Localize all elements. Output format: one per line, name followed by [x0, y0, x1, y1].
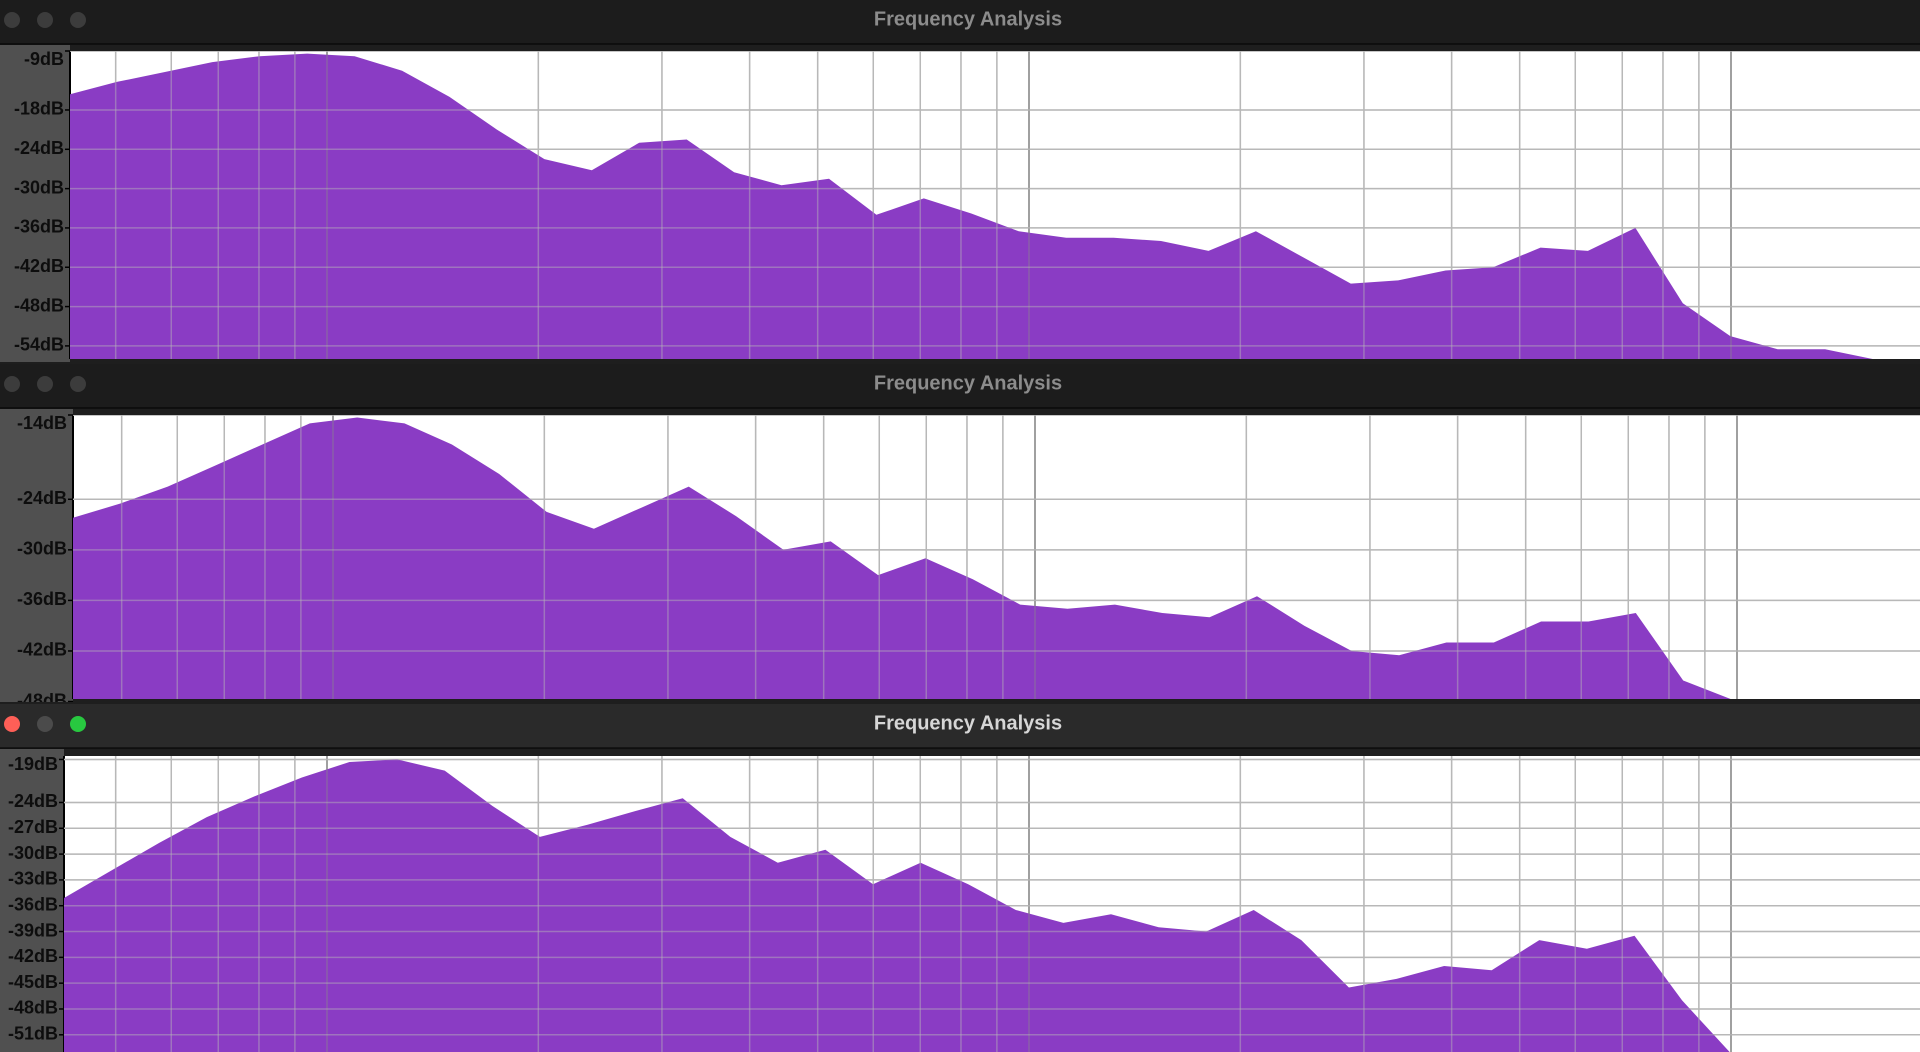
y-tick-label: -51dB [8, 1024, 58, 1044]
y-tick-label: -48dB [14, 295, 64, 315]
y-tick-label: -54dB [14, 335, 64, 355]
y-tick-label: -42dB [14, 256, 64, 276]
window-title: Frequency Analysis [874, 372, 1062, 394]
zoom-button[interactable] [70, 376, 86, 392]
y-tick-label: -42dB [17, 640, 67, 660]
minimize-button[interactable] [37, 716, 53, 732]
y-tick-label: -36dB [8, 894, 58, 914]
y-tick-label: -36dB [17, 589, 67, 609]
minimize-button[interactable] [37, 376, 53, 392]
window-title: Frequency Analysis [874, 712, 1062, 734]
y-axis: -14dB -24dB -30dB -36dB -42dB -48dB [17, 413, 73, 710]
y-tick-label: -39dB [8, 920, 58, 940]
spectrum-area [64, 759, 1920, 1052]
window-title: Frequency Analysis [874, 8, 1062, 30]
window: Frequency Analysis -19dB -24dB -27dB -30dB -3… [0, 704, 1920, 1052]
y-tick-label: -18dB [14, 99, 64, 119]
minimize-button[interactable] [37, 12, 53, 28]
plot [70, 51, 1920, 359]
window: Frequency Analysis -14dB -24dB -30dB -36dB -4… [0, 364, 1920, 710]
window: Frequency Analysis -9dB -18dB -24dB -30dB -36… [0, 0, 1920, 362]
y-tick-label: -42dB [8, 946, 58, 966]
y-tick-label: -30dB [14, 177, 64, 197]
y-tick-label: -24dB [17, 488, 67, 508]
y-tick-label: -30dB [8, 843, 58, 863]
close-button[interactable] [4, 716, 20, 732]
y-axis: -19dB -24dB -27dB -30dB -33dB -36dB -39dB -42dB… [8, 754, 64, 1044]
y-tick-label: -48dB [8, 998, 58, 1018]
plot [73, 415, 1920, 699]
title-bar [0, 364, 1920, 408]
plot [64, 756, 1920, 1052]
y-tick-label: -45dB [8, 972, 58, 992]
y-tick-label: -9dB [24, 49, 64, 69]
close-button[interactable] [4, 376, 20, 392]
y-tick-label: -30dB [17, 539, 67, 559]
axis-strip [0, 409, 73, 702]
title-bar [0, 704, 1920, 748]
y-tick-label: -24dB [8, 791, 58, 811]
zoom-button[interactable] [70, 716, 86, 732]
y-tick-label: -33dB [8, 869, 58, 889]
y-tick-label: -27dB [8, 817, 58, 837]
axis-strip [0, 749, 64, 1052]
spectrum-area [73, 417, 1920, 699]
y-axis: -9dB -18dB -24dB -30dB -36dB -42dB -48dB -54dB [14, 49, 70, 355]
title-bar [0, 0, 1920, 44]
spectrum-area [70, 53, 1920, 359]
y-tick-label: -19dB [8, 754, 58, 774]
y-tick-label: -14dB [17, 413, 67, 433]
axis-strip [0, 45, 70, 362]
y-tick-label: -48dB [17, 690, 67, 710]
zoom-button[interactable] [70, 12, 86, 28]
close-button[interactable] [4, 12, 20, 28]
y-tick-label: -36dB [14, 217, 64, 237]
y-tick-label: -24dB [14, 138, 64, 158]
